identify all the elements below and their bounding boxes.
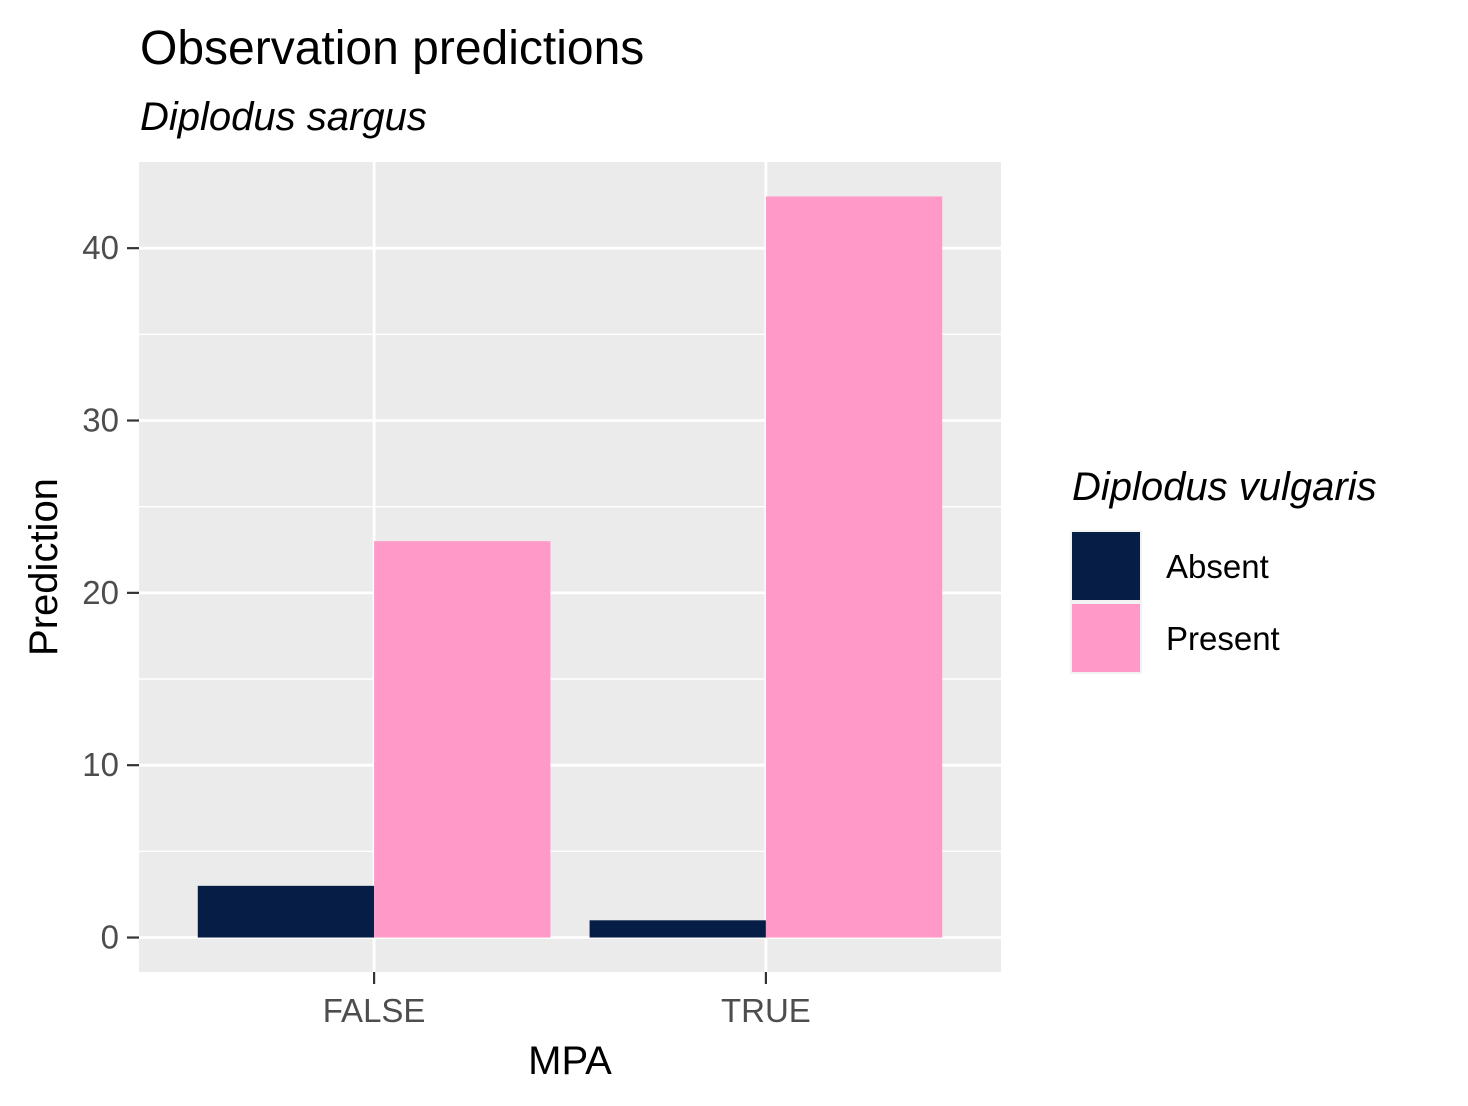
x-tick-label: FALSE [323,992,426,1029]
x-axis-title: MPA [528,1039,612,1083]
legend: Diplodus vulgaris Absent Present [1070,465,1377,674]
y-tick-label: 20 [82,574,119,611]
y-axis: 0 10 20 30 40 [82,229,139,956]
legend-label-absent: Absent [1166,548,1269,585]
bars [197,196,943,938]
legend-label-present: Present [1166,620,1280,657]
bar-present-true [765,196,943,938]
bar-present-false [374,541,551,938]
y-tick-label: 30 [82,402,119,439]
chart-subtitle: Diplodus sargus [140,95,427,139]
bar-absent-false [197,885,375,938]
bar-absent-true [589,920,766,938]
y-tick-label: 40 [82,229,119,266]
legend-title: Diplodus vulgaris [1072,465,1377,509]
legend-key-absent [1072,532,1140,600]
y-tick-label: 0 [101,919,119,956]
x-axis: FALSE TRUE [323,972,811,1029]
x-tick-label: TRUE [721,992,811,1029]
legend-key-present [1072,604,1140,672]
chart-title: Observation predictions [140,22,644,75]
y-axis-title: Prediction [22,478,66,656]
y-tick-label: 10 [82,746,119,783]
